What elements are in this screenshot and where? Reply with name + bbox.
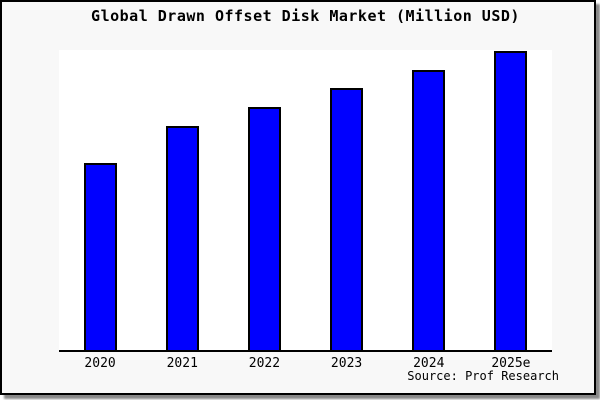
x-tick-label-2020: 2020 xyxy=(84,356,116,371)
source-note: Source: Prof Research xyxy=(407,369,559,383)
x-tick-label-2023: 2023 xyxy=(330,356,363,371)
bar-2024 xyxy=(412,70,445,350)
x-tick-label-2025e: 2025e xyxy=(491,356,531,371)
x-tick-label-2024: 2024 xyxy=(413,356,445,371)
bar-2025e xyxy=(494,51,527,350)
x-tick-label-2022: 2022 xyxy=(248,356,281,371)
x-axis-line xyxy=(59,350,552,352)
bar-2022 xyxy=(248,107,281,350)
plot-area xyxy=(59,50,552,352)
chart-title: Global Drawn Offset Disk Market (Million… xyxy=(91,7,520,25)
bar-2020 xyxy=(84,163,117,350)
x-tick-label-2021: 2021 xyxy=(166,356,198,371)
bar-2021 xyxy=(166,126,199,350)
x-axis-tick-labels: 2020 2021 2022 2023 2024 2025e xyxy=(59,356,552,372)
bar-2023 xyxy=(330,88,363,350)
